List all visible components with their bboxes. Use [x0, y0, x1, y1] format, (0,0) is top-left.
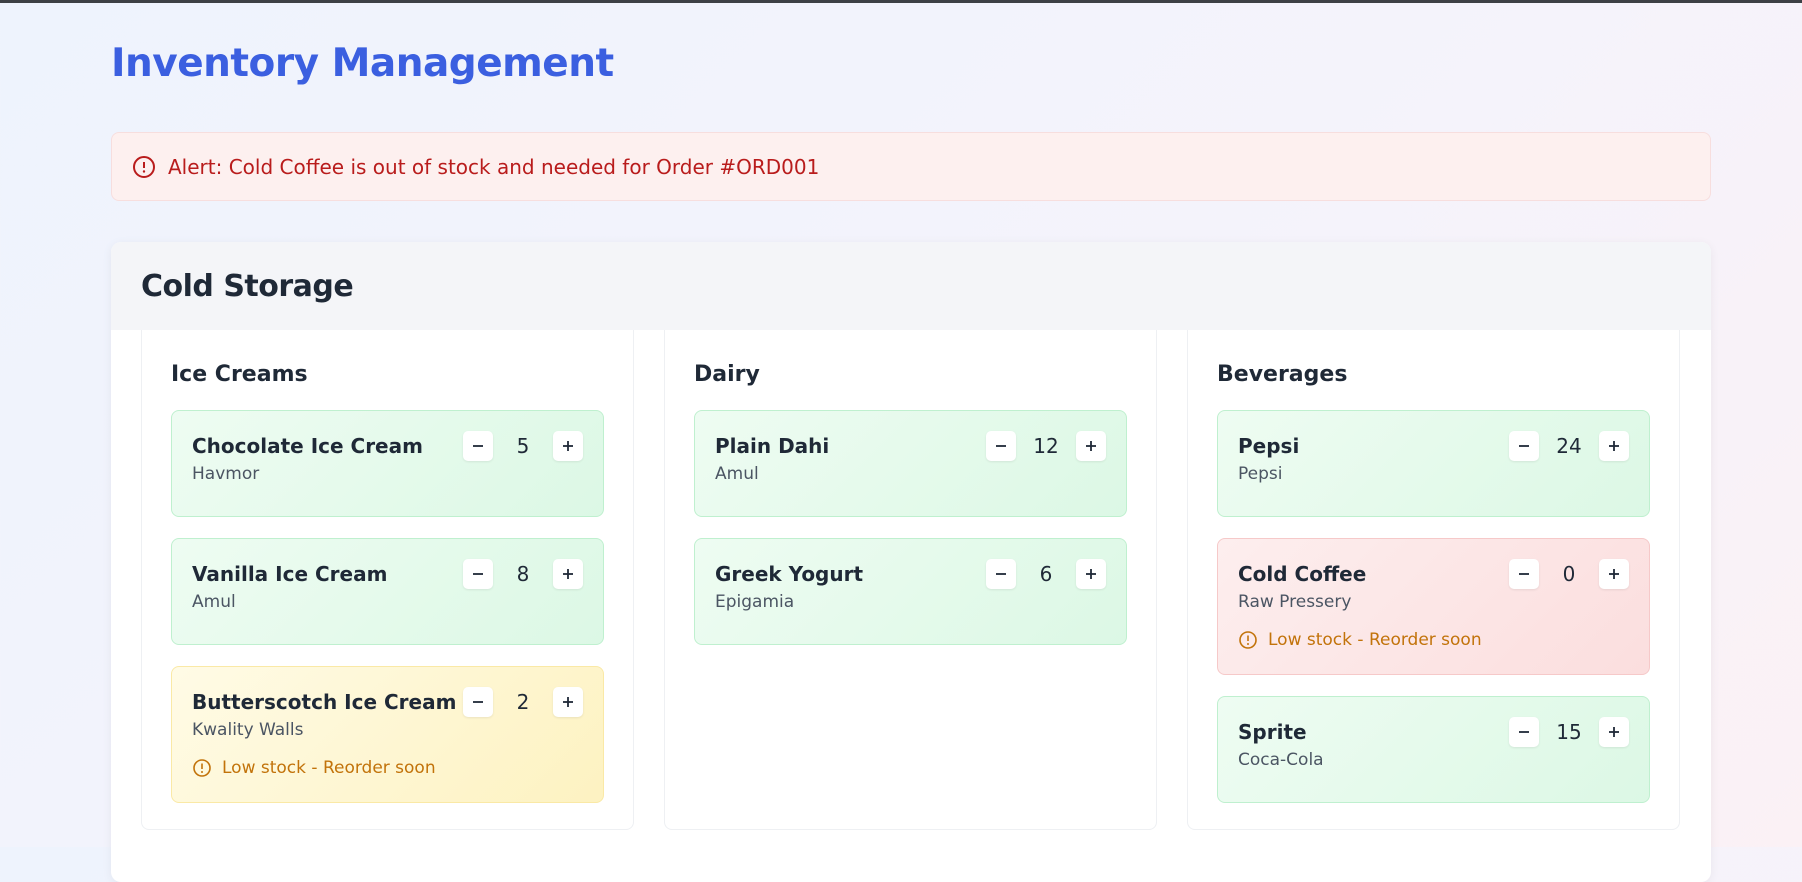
page-title: Inventory Management — [111, 41, 614, 86]
decrement-button[interactable] — [1509, 431, 1539, 461]
section-panel: Cold Storage Ice Creams Chocolate Ice Cre… — [111, 242, 1711, 882]
item-name: Vanilla Ice Cream — [192, 562, 388, 586]
alert-banner: Alert: Cold Coffee is out of stock and n… — [111, 132, 1711, 201]
decrement-button[interactable] — [463, 431, 493, 461]
item-name: Butterscotch Ice Cream — [192, 690, 457, 714]
alert-text: Alert: Cold Coffee is out of stock and n… — [168, 154, 820, 179]
increment-button[interactable] — [1076, 431, 1106, 461]
increment-button[interactable] — [553, 559, 583, 589]
stock-warning: Low stock - Reorder soon — [1238, 630, 1629, 650]
item-card: Cold Coffee Raw Pressery 0 Low stock - Reor… — [1217, 538, 1650, 675]
group-title: Beverages — [1217, 362, 1348, 387]
quantity-control: 24 — [1509, 431, 1629, 461]
quantity-control: 2 — [463, 687, 583, 717]
increment-button[interactable] — [1599, 559, 1629, 589]
item-card: Plain Dahi Amul 12 — [694, 410, 1127, 517]
increment-button[interactable] — [553, 687, 583, 717]
item-brand: Amul — [715, 464, 759, 484]
item-brand: Coca-Cola — [1238, 750, 1324, 770]
item-brand: Havmor — [192, 464, 260, 484]
decrement-button[interactable] — [463, 559, 493, 589]
quantity-value: 0 — [1562, 562, 1576, 586]
warning-text: Low stock - Reorder soon — [222, 758, 436, 778]
section-title: Cold Storage — [111, 242, 1711, 330]
increment-button[interactable] — [1599, 717, 1629, 747]
quantity-control: 0 — [1509, 559, 1629, 589]
item-name: Chocolate Ice Cream — [192, 434, 423, 458]
group-title: Ice Creams — [171, 362, 308, 387]
quantity-value: 12 — [1033, 434, 1059, 458]
item-card: Sprite Coca-Cola 15 — [1217, 696, 1650, 803]
item-name: Sprite — [1238, 720, 1307, 744]
increment-button[interactable] — [1599, 431, 1629, 461]
item-brand: Amul — [192, 592, 236, 612]
groups: Ice Creams Chocolate Ice Cream Havmor 5 Vani… — [141, 330, 1680, 830]
item-brand: Raw Pressery — [1238, 592, 1352, 612]
group-title: Dairy — [694, 362, 760, 387]
group-column: Beverages Pepsi Pepsi 24 Cold Coffee Raw Pres… — [1187, 330, 1680, 830]
quantity-value: 2 — [516, 690, 530, 714]
quantity-value: 15 — [1556, 720, 1582, 744]
quantity-control: 5 — [463, 431, 583, 461]
decrement-button[interactable] — [1509, 559, 1539, 589]
decrement-button[interactable] — [1509, 717, 1539, 747]
quantity-value: 5 — [516, 434, 530, 458]
item-card: Greek Yogurt Epigamia 6 — [694, 538, 1127, 645]
item-card: Butterscotch Ice Cream Kwality Walls 2 Low … — [171, 666, 604, 803]
item-brand: Kwality Walls — [192, 720, 304, 740]
quantity-value: 6 — [1039, 562, 1053, 586]
item-card: Vanilla Ice Cream Amul 8 — [171, 538, 604, 645]
alert-icon — [133, 155, 155, 178]
decrement-button[interactable] — [986, 559, 1016, 589]
item-card: Chocolate Ice Cream Havmor 5 — [171, 410, 604, 517]
quantity-control: 6 — [986, 559, 1106, 589]
quantity-control: 8 — [463, 559, 583, 589]
item-brand: Epigamia — [715, 592, 795, 612]
item-card: Pepsi Pepsi 24 — [1217, 410, 1650, 517]
quantity-value: 8 — [516, 562, 530, 586]
group-column: Dairy Plain Dahi Amul 12 Greek Yogurt Epigami… — [664, 330, 1157, 830]
group-column: Ice Creams Chocolate Ice Cream Havmor 5 Vani… — [141, 330, 634, 830]
increment-button[interactable] — [1076, 559, 1106, 589]
item-name: Cold Coffee — [1238, 562, 1367, 586]
item-brand: Pepsi — [1238, 464, 1283, 484]
decrement-button[interactable] — [986, 431, 1016, 461]
quantity-value: 24 — [1556, 434, 1582, 458]
item-name: Greek Yogurt — [715, 562, 864, 586]
quantity-control: 12 — [986, 431, 1106, 461]
quantity-control: 15 — [1509, 717, 1629, 747]
page: Inventory Management {"header":{"title":… — [0, 0, 1802, 847]
item-name: Pepsi — [1238, 434, 1300, 458]
increment-button[interactable] — [553, 431, 583, 461]
app: Inventory Management Alert: Cold Coffee … — [0, 0, 1802, 847]
warning-text: Low stock - Reorder soon — [1268, 630, 1482, 650]
decrement-button[interactable] — [463, 687, 493, 717]
item-name: Plain Dahi — [715, 434, 830, 458]
stock-warning: Low stock - Reorder soon — [192, 758, 583, 778]
